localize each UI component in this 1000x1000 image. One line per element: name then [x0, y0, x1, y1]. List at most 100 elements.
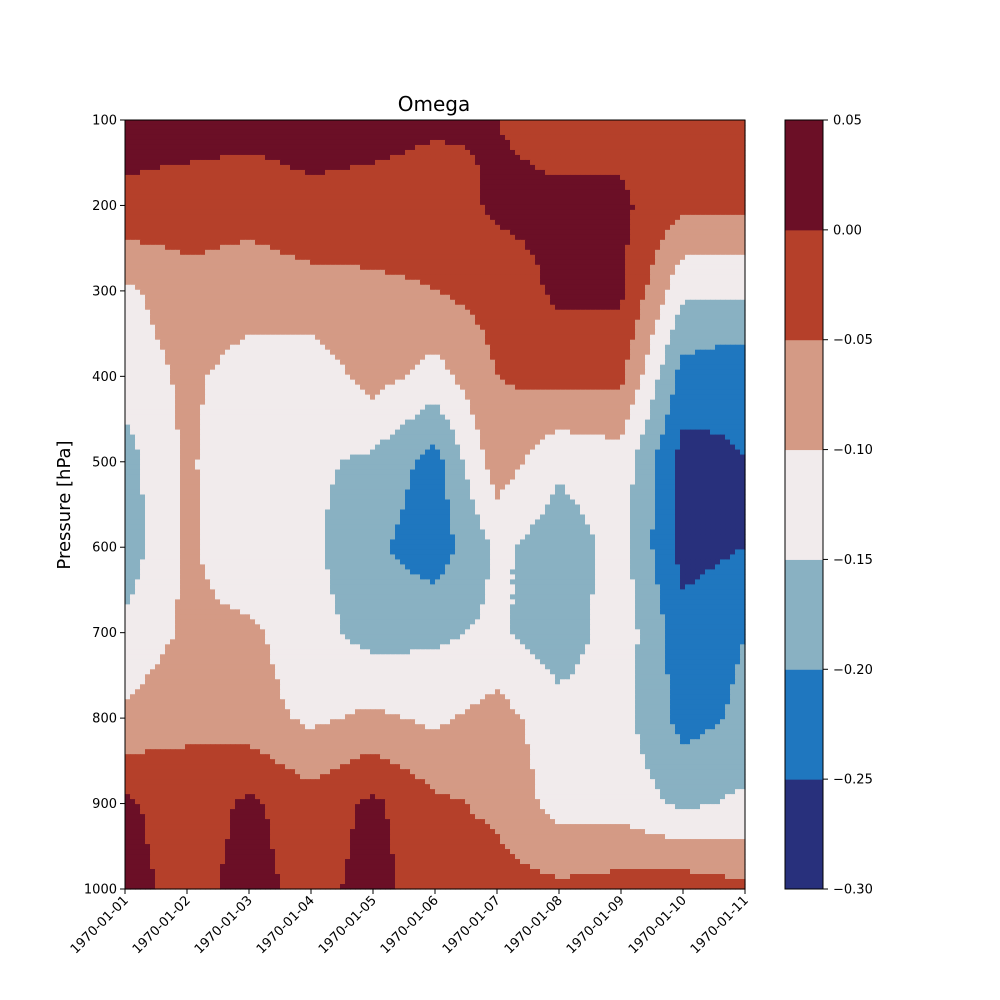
- contour-cell: [240, 245, 246, 251]
- contour-cell: [345, 185, 351, 191]
- contour-cell: [480, 205, 486, 211]
- contour-cell: [195, 195, 201, 201]
- contour-cell: [640, 140, 646, 146]
- contour-cell: [655, 190, 661, 196]
- contour-cell: [705, 225, 711, 231]
- contour-cell: [305, 195, 311, 201]
- contour-cell: [610, 230, 616, 236]
- contour-cell: [705, 135, 711, 141]
- contour-cell: [735, 270, 741, 276]
- contour-cell: [185, 160, 191, 166]
- contour-cell: [680, 190, 686, 196]
- contour-cell: [195, 170, 201, 176]
- contour-cell: [620, 270, 626, 276]
- contour-cell: [715, 215, 721, 221]
- contour-cell: [280, 205, 286, 211]
- contour-cell: [685, 315, 691, 321]
- contour-cell: [680, 265, 686, 271]
- contour-cell: [270, 320, 276, 326]
- contour-cell: [470, 245, 476, 251]
- contour-cell: [465, 175, 471, 181]
- contour-cell: [285, 190, 291, 196]
- contour-cell: [640, 205, 646, 211]
- contour-cell: [315, 295, 321, 301]
- contour-cell: [635, 140, 641, 146]
- contour-cell: [165, 205, 171, 211]
- contour-cell: [700, 155, 706, 161]
- contour-cell: [565, 315, 571, 321]
- contour-cell: [705, 255, 711, 261]
- contour-cell: [715, 190, 721, 196]
- contour-cell: [590, 145, 596, 151]
- contour-cell: [570, 195, 576, 201]
- contour-cell: [695, 145, 701, 151]
- contour-cell: [450, 205, 456, 211]
- contour-cell: [425, 265, 431, 271]
- contour-cell: [335, 220, 341, 226]
- contour-cell: [275, 245, 281, 251]
- contour-cell: [320, 175, 326, 181]
- contour-cell: [450, 220, 456, 226]
- contour-cell: [695, 185, 701, 191]
- contour-cell: [145, 150, 151, 156]
- contour-cell: [500, 295, 506, 301]
- contour-cell: [695, 275, 701, 281]
- contour-cell: [280, 175, 286, 181]
- contour-cell: [330, 310, 336, 316]
- contour-cell: [200, 130, 206, 136]
- contour-cell: [135, 195, 141, 201]
- contour-cell: [375, 145, 381, 151]
- contour-cell: [520, 130, 526, 136]
- contour-cell: [265, 205, 271, 211]
- contour-cell: [455, 255, 461, 261]
- contour-cell: [465, 250, 471, 256]
- contour-cell: [455, 140, 461, 146]
- contour-cell: [635, 250, 641, 256]
- contour-cell: [585, 305, 591, 311]
- contour-cell: [600, 170, 606, 176]
- contour-cell: [145, 275, 151, 281]
- contour-cell: [470, 255, 476, 261]
- contour-cell: [630, 230, 636, 236]
- contour-cell: [700, 300, 706, 306]
- contour-cell: [690, 245, 696, 251]
- contour-cell: [405, 145, 411, 151]
- contour-cell: [550, 285, 556, 291]
- contour-cell: [475, 120, 481, 126]
- contour-cell: [130, 285, 136, 291]
- contour-cell: [445, 240, 451, 246]
- contour-cell: [615, 125, 621, 131]
- contour-cell: [275, 150, 281, 156]
- contour-cell: [575, 230, 581, 236]
- contour-cell: [415, 255, 421, 261]
- contour-cell: [220, 260, 226, 266]
- contour-cell: [435, 230, 441, 236]
- contour-cell: [655, 305, 661, 311]
- contour-cell: [640, 270, 646, 276]
- contour-cell: [330, 140, 336, 146]
- contour-cell: [460, 195, 466, 201]
- contour-cell: [275, 205, 281, 211]
- contour-cell: [380, 200, 386, 206]
- contour-cell: [730, 130, 736, 136]
- contour-cell: [155, 260, 161, 266]
- contour-cell: [280, 215, 286, 221]
- contour-cell: [355, 305, 361, 311]
- contour-cell: [590, 205, 596, 211]
- contour-cell: [190, 260, 196, 266]
- contour-cell: [510, 250, 516, 256]
- contour-cell: [180, 140, 186, 146]
- contour-cell: [620, 300, 626, 306]
- contour-cell: [710, 250, 716, 256]
- contour-cell: [335, 150, 341, 156]
- contour-cell: [255, 245, 261, 251]
- contour-cell: [695, 210, 701, 216]
- contour-cell: [300, 195, 306, 201]
- contour-cell: [695, 240, 701, 246]
- contour-cell: [680, 245, 686, 251]
- contour-cell: [275, 310, 281, 316]
- contour-cell: [400, 255, 406, 261]
- contour-cell: [575, 160, 581, 166]
- contour-cell: [255, 315, 261, 321]
- contour-cell: [670, 170, 676, 176]
